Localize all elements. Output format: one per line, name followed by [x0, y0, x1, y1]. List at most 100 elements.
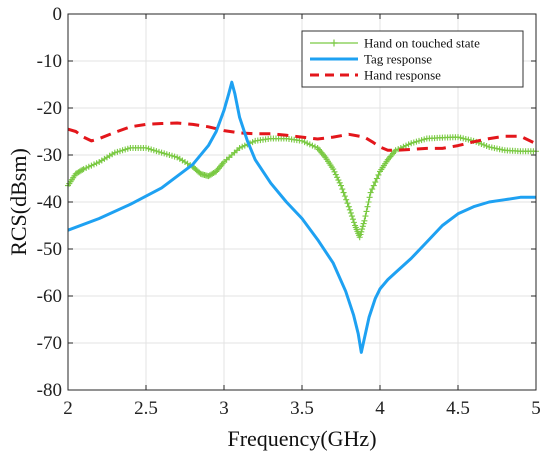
series-marker-point: [478, 140, 485, 147]
series-marker-point: [335, 177, 342, 184]
series-marker-point: [161, 150, 168, 157]
series-marker-point: [361, 217, 368, 224]
series-marker-point: [309, 142, 316, 149]
series-marker-point: [356, 234, 363, 241]
series-marker-point: [143, 144, 149, 151]
series-marker-point: [359, 226, 366, 233]
series-marker-point: [156, 148, 162, 155]
series-marker-point: [359, 223, 366, 230]
series-marker-point: [344, 200, 351, 207]
series-line-1: [67, 80, 536, 354]
series-marker-point: [367, 189, 374, 196]
series-marker-point: [334, 174, 341, 181]
series-marker-point: [413, 138, 420, 145]
series-marker-point: [373, 175, 380, 182]
series-marker-point: [158, 149, 165, 156]
series-marker-point: [360, 220, 367, 227]
series-marker-point: [166, 152, 173, 158]
series-marker-point: [351, 219, 357, 226]
series-marker-point: [169, 152, 175, 159]
x-tick-label: 4: [375, 398, 385, 419]
series-marker-point: [88, 162, 95, 169]
series-line-2: [67, 121, 537, 152]
series-marker-point: [111, 149, 118, 156]
series-marker-point: [239, 143, 246, 150]
tick-layer: 2 2.5 3 3.5 4 4.5 5 0 -10 -20 -30 -40 -50 -60 -70 -80: [37, 4, 541, 419]
series-marker-point: [153, 148, 160, 155]
y-tick-label: -10: [37, 51, 62, 72]
series-layer: [65, 80, 539, 354]
legend-label-1: Tag response: [364, 52, 432, 67]
series-marker-point: [332, 171, 339, 178]
series-marker-point: [341, 193, 348, 200]
series-marker-point: [148, 146, 155, 153]
series-marker-point: [306, 141, 313, 148]
legend-label-0: Hand on touched state: [364, 36, 480, 51]
series-marker-point: [93, 160, 100, 167]
series-marker-point: [330, 166, 337, 173]
series-marker-point: [457, 134, 464, 141]
series-marker-point: [338, 182, 344, 189]
y-tick-label: -30: [37, 145, 62, 166]
series-marker-point: [462, 136, 469, 143]
series-marker-point: [369, 186, 376, 193]
x-tick-label: 5: [531, 398, 541, 419]
series-marker-point: [79, 166, 86, 173]
series-marker-point: [301, 139, 308, 146]
series-marker-point: [304, 140, 311, 147]
y-tick-label: -80: [37, 380, 62, 401]
series-marker-point: [346, 206, 353, 213]
series-marker-point: [347, 209, 354, 216]
y-tick-label: -20: [37, 98, 62, 119]
series-marker-point: [163, 151, 170, 158]
series-marker-point: [418, 137, 425, 144]
y-tick-label: -70: [37, 333, 62, 354]
series-marker-point: [365, 199, 372, 205]
series-marker-point: [460, 135, 467, 142]
series-marker-point: [122, 146, 129, 153]
series-marker-point: [117, 148, 123, 155]
series-marker-point: [358, 228, 365, 235]
legend-marker: [330, 39, 338, 47]
series-marker-point: [236, 144, 243, 151]
series-marker-point: [364, 203, 371, 210]
legend-label-2: Hand response: [364, 68, 441, 83]
series-marker-point: [331, 168, 338, 175]
series-marker-point: [370, 182, 377, 189]
series-marker-point: [339, 186, 346, 193]
x-tick-label: 2: [63, 398, 73, 419]
series-marker-point: [83, 164, 90, 171]
series-marker-point: [357, 231, 364, 238]
series-marker-point: [343, 196, 350, 203]
series-marker-point: [366, 194, 373, 201]
series-marker-point: [145, 145, 152, 152]
series-marker-point: [408, 140, 415, 147]
series-marker-point: [349, 216, 356, 223]
series-marker-point: [345, 203, 352, 210]
series-marker-point: [299, 137, 305, 144]
series-marker-point: [465, 136, 472, 143]
y-tick-label: 0: [53, 4, 63, 25]
x-tick-label: 4.5: [446, 398, 470, 419]
series-marker-point: [241, 142, 248, 149]
series-marker-point: [362, 213, 369, 220]
x-tick-label: 2.5: [134, 398, 158, 419]
series-marker-point: [392, 147, 399, 154]
series-marker-point: [85, 163, 92, 170]
series-marker-point: [375, 171, 382, 178]
series-marker-point: [336, 179, 343, 186]
series-marker-point: [80, 166, 87, 173]
series-marker-point: [421, 136, 428, 143]
series-marker-point: [372, 179, 379, 186]
y-axis-label: RCS(dBsm): [6, 148, 31, 256]
series-marker-point: [312, 143, 318, 150]
series-marker-point: [455, 134, 461, 141]
series-marker-point: [483, 142, 490, 149]
x-axis-label: Frequency(GHz): [227, 426, 376, 451]
series-marker-point: [405, 141, 412, 148]
series-marker-point: [363, 208, 370, 215]
series-marker-point: [150, 147, 157, 154]
series-marker-point: [481, 141, 487, 148]
